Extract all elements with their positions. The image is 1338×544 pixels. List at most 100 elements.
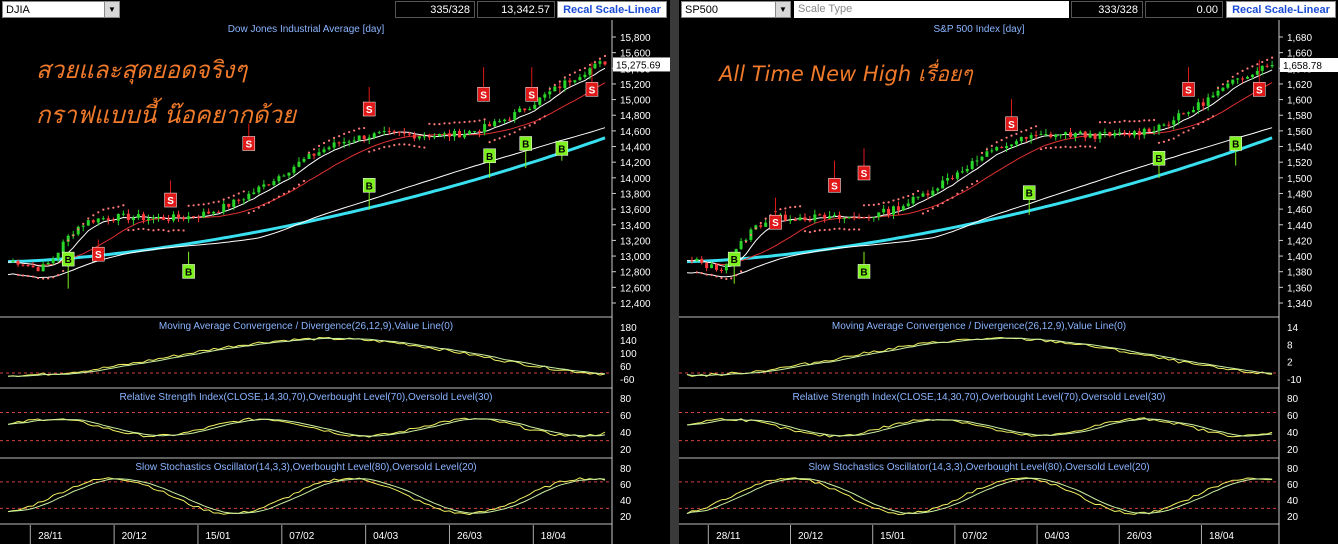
- candle-body: [86, 220, 90, 226]
- signal-letter: S: [366, 105, 373, 116]
- y-tick-label: 20: [1287, 445, 1299, 456]
- y-tick-label: 1,600: [1287, 96, 1312, 107]
- candle-body: [282, 175, 286, 177]
- y-tick-label: 13,000: [620, 252, 651, 263]
- candle-body: [513, 112, 517, 120]
- recal-scale-button[interactable]: Recal Scale-Linear: [557, 1, 667, 18]
- chart-area[interactable]: S&P 500 Index [day] Moving Average Conver…: [679, 20, 1338, 544]
- djia-chart-panel[interactable]: DJIA ▼ 335/328 13,342.57 Recal Scale-Lin…: [0, 0, 670, 544]
- symbol-select[interactable]: SP500 ▼: [681, 1, 791, 18]
- symbol-select[interactable]: DJIA ▼: [2, 1, 120, 18]
- candle-body: [980, 156, 984, 161]
- signal-letter: B: [1232, 139, 1239, 150]
- candle-body: [931, 190, 935, 196]
- oscillator-line: [7, 417, 606, 438]
- psar-dot: [37, 276, 40, 280]
- psar-dot: [272, 198, 275, 201]
- ma-short-line: [686, 69, 1273, 268]
- candle-body: [1034, 135, 1038, 137]
- psar-dot: [578, 69, 582, 72]
- candle-body: [568, 80, 572, 83]
- candle-body: [548, 91, 552, 95]
- candle-body: [1211, 95, 1215, 98]
- candle-body: [1191, 110, 1195, 113]
- candle-body: [16, 260, 20, 265]
- psar-dot: [1093, 146, 1097, 149]
- oscillator-line: [7, 336, 606, 378]
- candle-body: [307, 153, 311, 159]
- candle-body: [1246, 76, 1249, 79]
- chart-area[interactable]: Dow Jones Industrial Average [day] Moving…: [0, 20, 670, 544]
- psar-dot: [137, 227, 140, 231]
- candle-body: [1187, 112, 1190, 114]
- candle-body: [427, 136, 431, 138]
- candle-body: [26, 265, 30, 267]
- last-price-label: 1,658.78: [1283, 61, 1322, 72]
- psar-dot: [147, 228, 150, 231]
- psar-dot: [1231, 75, 1234, 78]
- recal-scale-button[interactable]: Recal Scale-Linear: [1226, 1, 1336, 18]
- candle-body: [192, 216, 196, 218]
- y-tick-label: 1,560: [1287, 127, 1312, 138]
- psar-dot: [1118, 120, 1121, 123]
- candle-body: [141, 214, 145, 221]
- candle-body: [946, 178, 950, 181]
- psar-dot: [538, 118, 541, 121]
- psar-dot: [985, 148, 989, 151]
- candle-body: [764, 222, 768, 227]
- y-tick-label: 1,340: [1287, 299, 1312, 310]
- candle-body: [397, 131, 401, 133]
- y-tick-label: 12,600: [620, 283, 651, 294]
- sell-signal: [1005, 116, 1018, 132]
- candle-body: [1152, 130, 1156, 133]
- date-label: 20/12: [798, 531, 823, 542]
- psar-dot: [332, 136, 336, 139]
- candle-body: [146, 218, 150, 221]
- candle-body: [847, 217, 851, 219]
- candle-body: [21, 264, 25, 266]
- candle-body: [247, 193, 251, 200]
- scale-type-field[interactable]: Scale Type: [794, 1, 1069, 18]
- candle-body: [151, 217, 155, 219]
- signal-letter: B: [731, 255, 738, 266]
- psar-dot: [533, 121, 536, 125]
- psar-dot: [857, 228, 861, 231]
- psar-dot: [202, 203, 205, 206]
- signal-line: [686, 337, 1273, 376]
- candle-body: [528, 108, 532, 111]
- psar-dot: [423, 146, 426, 149]
- candle-body: [182, 218, 186, 220]
- chevron-down-icon[interactable]: ▼: [775, 2, 790, 17]
- y-tick-label: 60: [1287, 411, 1299, 422]
- y-tick-label: 14,400: [620, 143, 651, 154]
- candle-body: [452, 130, 456, 137]
- psar-dot: [117, 205, 120, 208]
- psar-dot: [102, 208, 105, 211]
- candle-body: [1059, 134, 1063, 136]
- psar-dot: [62, 269, 65, 273]
- y-tick-label: 140: [620, 336, 637, 347]
- psar-dot: [1251, 65, 1254, 68]
- psar-dot: [177, 229, 180, 232]
- panel-divider[interactable]: [670, 0, 679, 544]
- candle-body: [377, 132, 381, 134]
- psar-dot: [926, 209, 930, 213]
- y-tick-label: 80: [620, 394, 632, 405]
- psar-dot: [882, 201, 885, 204]
- signal-letter: S: [528, 90, 535, 101]
- chevron-down-icon[interactable]: ▼: [104, 2, 119, 17]
- psar-dot: [1177, 134, 1180, 137]
- psar-dot: [848, 228, 851, 231]
- psar-dot: [262, 204, 265, 207]
- candle-body: [352, 140, 356, 142]
- signal-letter: S: [831, 181, 838, 192]
- psar-dot: [916, 189, 920, 193]
- sp500-chart-panel[interactable]: SP500 ▼ Scale Type 333/328 0.00 Recal Sc…: [679, 0, 1338, 544]
- psar-dot: [1084, 145, 1087, 148]
- candle-body: [157, 216, 160, 218]
- candle-body: [892, 206, 895, 215]
- candle-body: [857, 217, 861, 219]
- psar-dot: [1113, 120, 1116, 124]
- candle-body: [357, 135, 361, 141]
- psar-dot: [975, 180, 979, 183]
